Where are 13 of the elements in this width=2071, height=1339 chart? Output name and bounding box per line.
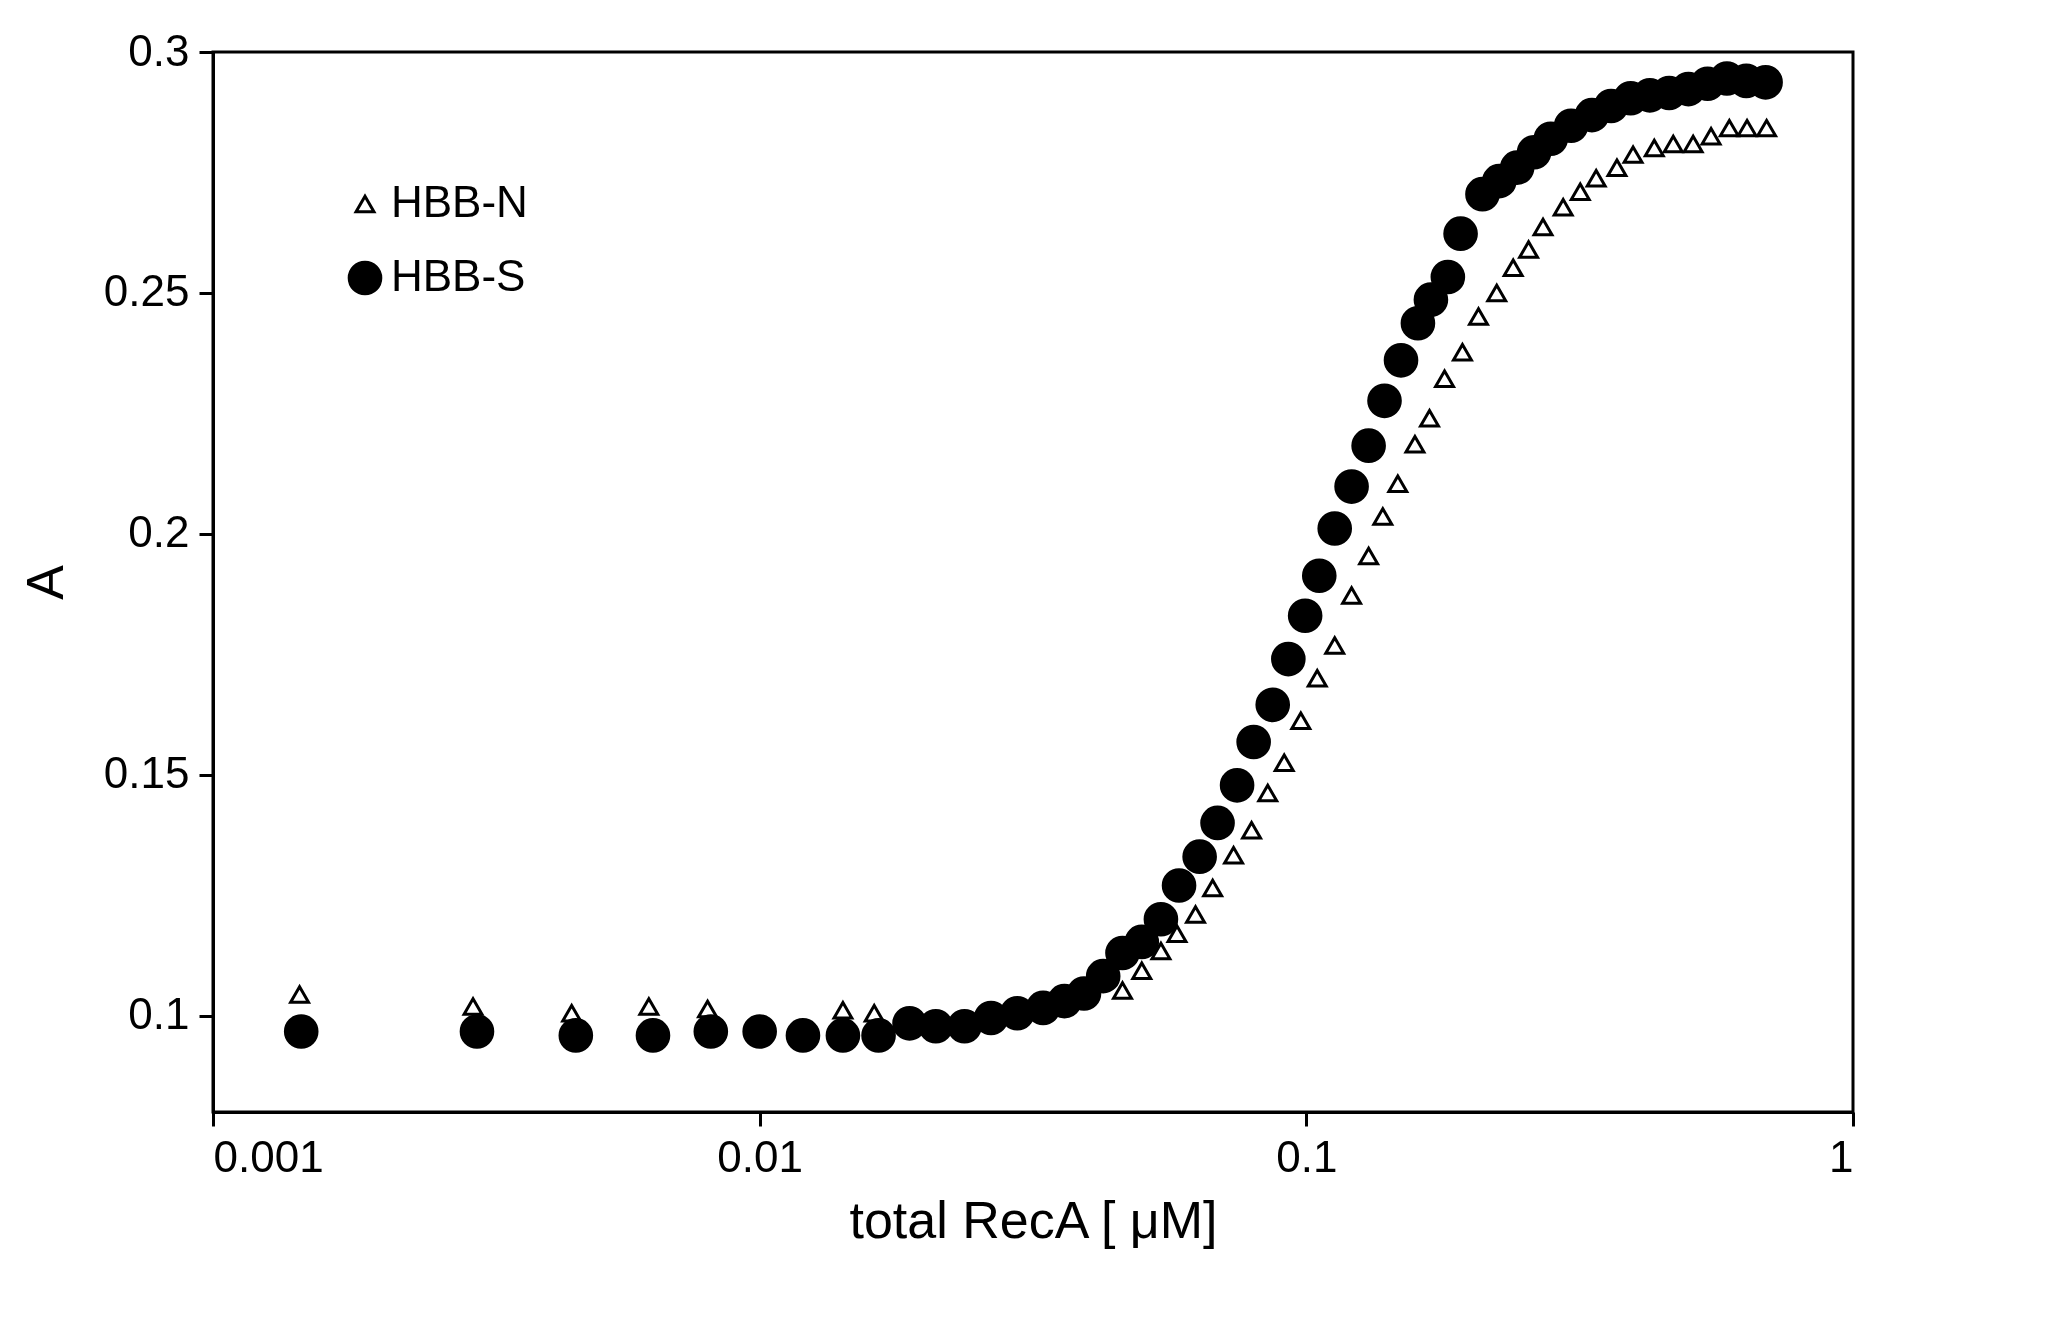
y-tick-label: 0.15 [103, 748, 190, 798]
legend-label: HBB-N [391, 177, 528, 226]
y-tick-label: 0.1 [128, 989, 190, 1039]
x-tick-label: 0.001 [213, 1131, 324, 1181]
y-tick-label: 0.3 [128, 25, 190, 75]
x-tick-label: 0.1 [1276, 1131, 1338, 1181]
y-tick-label: 0.25 [103, 266, 190, 316]
x-axis-title: total RecA [ μM] [849, 1190, 1218, 1249]
y-tick-label: 0.2 [128, 507, 190, 557]
y-axis-title: A [15, 564, 74, 600]
x-tick-label: 1 [1829, 1131, 1854, 1181]
x-tick-label: 0.01 [717, 1131, 803, 1181]
legend-label: HBB-S [391, 251, 526, 300]
